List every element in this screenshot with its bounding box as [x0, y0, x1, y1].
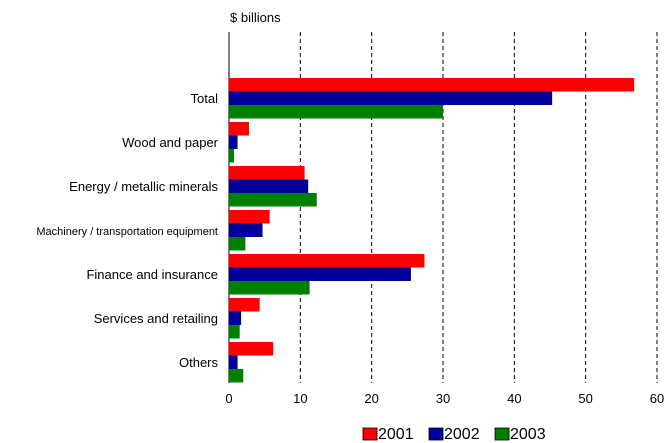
category-label: Others — [179, 355, 219, 370]
legend-label-2001: 2001 — [378, 426, 414, 443]
category-label: Machinery / transportation equipment — [36, 226, 218, 238]
bar-2001-3 — [229, 210, 270, 224]
bar-2003-5 — [229, 325, 240, 339]
category-labels: Total Wood and paper Energy / metallic min… — [36, 91, 218, 370]
bar-2001-1 — [229, 122, 249, 136]
category-label: Energy / metallic minerals — [69, 179, 218, 194]
bar-2003-0 — [229, 105, 443, 119]
bar-2002-1 — [229, 135, 238, 149]
bar-2001-2 — [229, 166, 305, 180]
bar-2002-4 — [229, 267, 411, 281]
bar-2002-5 — [229, 311, 242, 325]
x-tick-label: 20 — [364, 391, 378, 406]
bar-2001-0 — [229, 78, 635, 92]
x-tick-label: 10 — [293, 391, 307, 406]
category-label: Wood and paper — [122, 135, 219, 150]
legend-label-2003: 2003 — [510, 426, 546, 443]
x-tick-labels: 0 10 20 30 40 50 60 — [225, 391, 664, 406]
bar-2002-2 — [229, 179, 309, 193]
x-tick-label: 50 — [578, 391, 592, 406]
x-tick-label: 0 — [225, 391, 232, 406]
bars — [229, 78, 635, 383]
bar-2003-6 — [229, 369, 244, 383]
legend-swatch-2001 — [362, 427, 378, 441]
legend-label-2002: 2002 — [444, 426, 480, 443]
bar-2002-6 — [229, 355, 238, 369]
bar-2002-0 — [229, 91, 553, 105]
bar-2001-5 — [229, 298, 260, 312]
bar-2002-3 — [229, 223, 263, 237]
bar-2003-3 — [229, 237, 246, 251]
category-label: Services and retailing — [94, 311, 218, 326]
bar-2003-1 — [229, 149, 234, 163]
x-tick-label: 30 — [436, 391, 450, 406]
bar-2001-6 — [229, 342, 274, 356]
bar-2001-4 — [229, 254, 425, 268]
bar-2003-2 — [229, 193, 317, 207]
bar-2003-4 — [229, 281, 310, 295]
legend: 2001 2002 2003 — [362, 426, 546, 443]
category-label: Finance and insurance — [86, 267, 218, 282]
legend-swatch-2002 — [428, 427, 444, 441]
x-tick-label: 40 — [507, 391, 521, 406]
legend-swatch-2003 — [494, 427, 510, 441]
category-label: Total — [191, 91, 219, 106]
unit-label: $ billions — [230, 10, 281, 25]
x-tick-label: 60 — [650, 391, 664, 406]
